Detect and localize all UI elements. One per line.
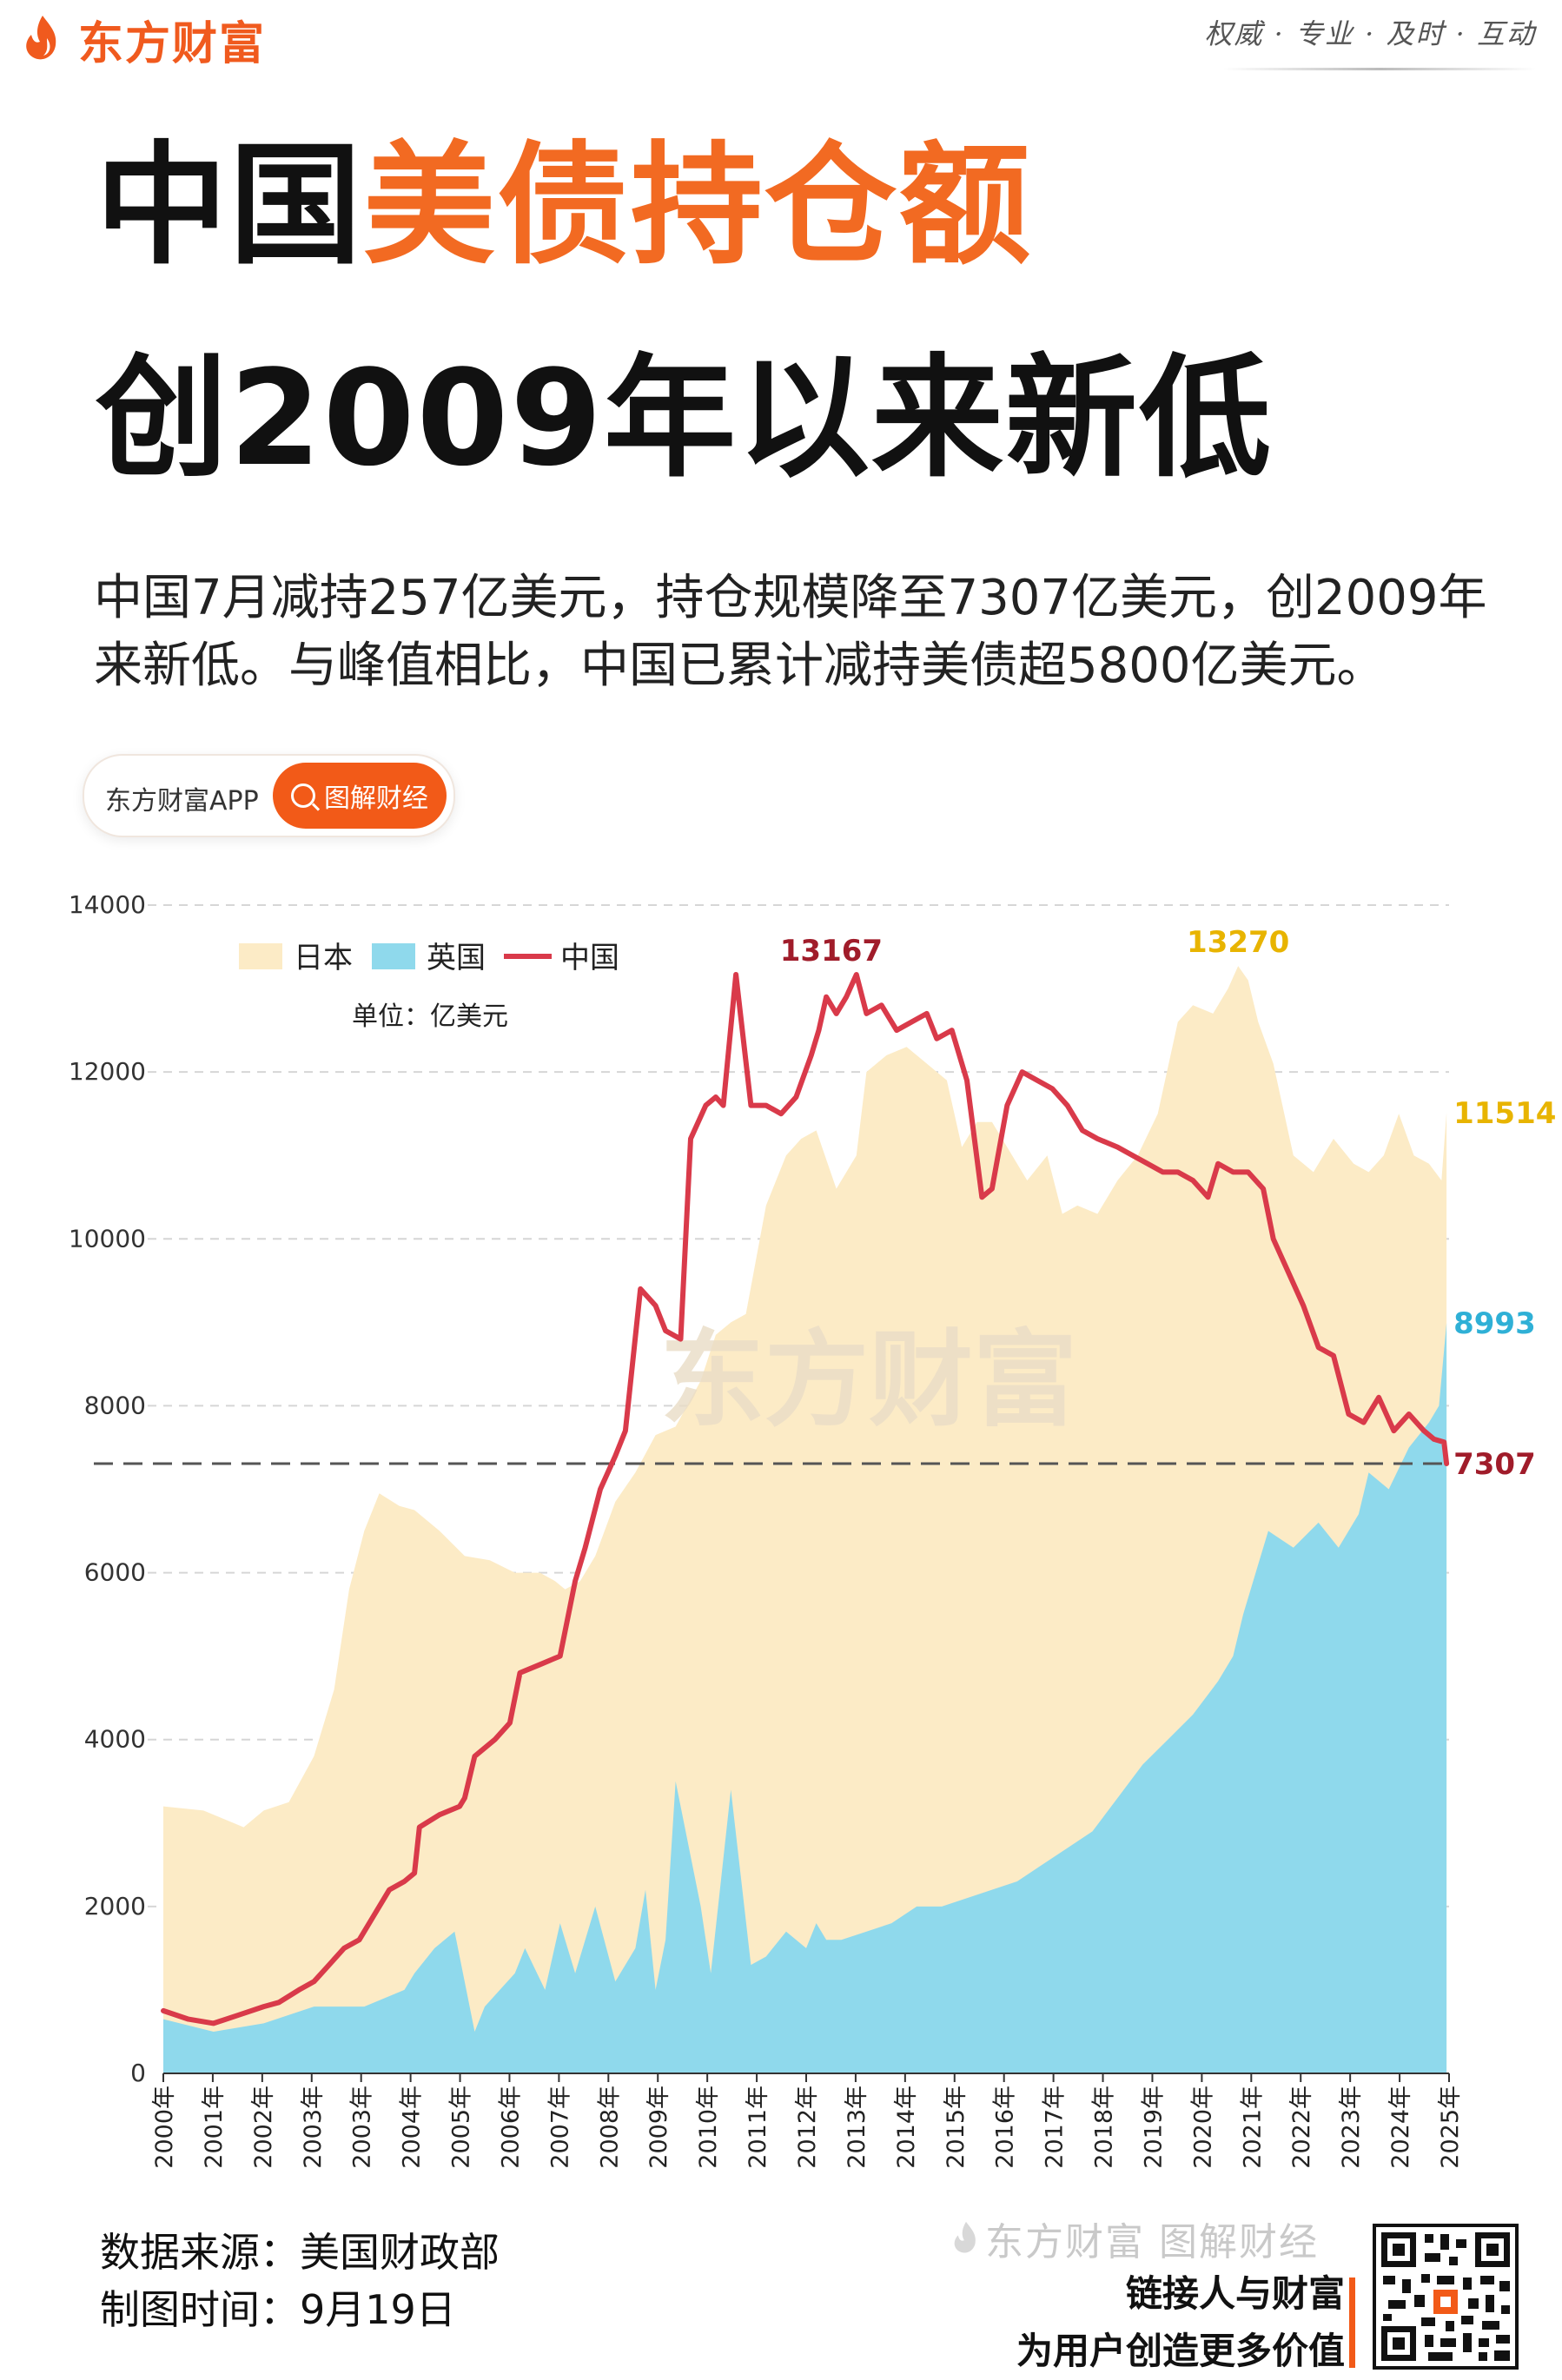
x-tick-label: 2024年 — [1387, 2086, 1414, 2169]
app-name: 东方财富APP — [105, 786, 259, 816]
y-tick-label: 8000 — [84, 1391, 146, 1419]
x-tick-label: 2006年 — [498, 2086, 525, 2169]
qr-code-icon — [1381, 2232, 1510, 2361]
data-source: 数据来源：美国财政部 — [100, 2229, 500, 2276]
x-tick-label: 2013年 — [844, 2086, 870, 2169]
x-tick-label: 2007年 — [546, 2086, 573, 2169]
slogan-underline — [1223, 68, 1536, 70]
x-tick-label: 2001年 — [201, 2086, 228, 2169]
footer-info: 数据来源：美国财政部 制图时间：9月19日 — [100, 2224, 500, 2338]
app-tag-label: 图解财经 — [324, 783, 428, 814]
y-tick-label: 14000 — [69, 890, 146, 919]
x-tick-label: 2010年 — [695, 2086, 722, 2169]
legend-label-uk: 英国 — [427, 941, 486, 975]
x-tick-label: 2011年 — [745, 2086, 771, 2169]
y-tick-label: 2000 — [84, 1892, 146, 1921]
uk-area — [163, 1323, 1447, 2073]
x-tick-label: 2020年 — [1189, 2086, 1216, 2169]
x-tick-label: 2012年 — [794, 2086, 821, 2169]
brand-name: 东方财富 — [78, 17, 267, 70]
x-tick-label: 2019年 — [1141, 2086, 1168, 2169]
search-icon — [291, 783, 315, 808]
data-label: 7307 — [1453, 1447, 1536, 1482]
app-badge[interactable]: 东方财富APP 图解财经 — [83, 754, 455, 837]
footer-slogan-line1: 链接人与财富 — [1125, 2272, 1345, 2315]
page-title-line2: 创2009年以来新低 — [96, 341, 1274, 495]
flame-icon — [954, 2221, 976, 2253]
qr-code[interactable] — [1373, 2224, 1519, 2370]
legend-swatch-japan — [239, 943, 282, 969]
title-orange-part: 美债持仓额 — [363, 129, 1032, 282]
title-dark-part: 中国 — [96, 129, 363, 282]
unit-label: 单位：亿美元 — [352, 1002, 508, 1032]
summary-text: 中国7月减持257亿美元，持仓规模降至7307亿美元，创2009年来新低。与峰值… — [94, 570, 1487, 694]
x-tick-label: 2003年 — [349, 2086, 376, 2169]
footer-slogan: 链接人与财富 为用户创造更多价值 — [1016, 2265, 1345, 2380]
x-tick-label: 2009年 — [645, 2086, 672, 2169]
x-tick-label: 2003年 — [300, 2086, 327, 2169]
y-tick-label: 6000 — [84, 1558, 146, 1587]
footer-brand-text: 东方财富 图解财经 — [985, 2220, 1319, 2264]
footer-accent-bar — [1349, 2278, 1355, 2368]
footer-brand: 东方财富 图解财经 — [947, 2211, 1319, 2266]
watermark-text: 东方财富 — [660, 1320, 1077, 1441]
x-tick-label: 2016年 — [992, 2086, 1019, 2169]
data-label: 11514 — [1453, 1096, 1556, 1131]
flame-icon — [26, 16, 56, 60]
x-tick-label: 2000年 — [151, 2086, 178, 2169]
y-tick-label: 12000 — [69, 1057, 146, 1086]
y-tick-label: 4000 — [84, 1725, 146, 1754]
holdings-chart: 0 2000 4000 6000 8000 10000 12000 14000 东方财富 2000… — [69, 890, 1556, 2169]
x-tick-label: 2015年 — [943, 2086, 970, 2169]
brand-logo: 东方财富 — [16, 9, 267, 70]
app-tag-button[interactable]: 图解财经 — [273, 763, 447, 829]
x-tick-label: 2002年 — [250, 2086, 277, 2169]
y-tick-label: 10000 — [69, 1224, 146, 1253]
legend-swatch-uk — [372, 943, 415, 969]
x-tick-label: 2025年 — [1437, 2086, 1464, 2169]
x-tick-label: 2014年 — [893, 2086, 920, 2169]
brand-slogan: 权威 · 专业 · 及时 · 互动 — [1204, 17, 1536, 50]
footer-slogan-line2: 为用户创造更多价值 — [1016, 2330, 1345, 2372]
data-label: 13270 — [1187, 925, 1289, 960]
x-tick-label: 2017年 — [1042, 2086, 1069, 2169]
china-line — [161, 972, 1450, 2026]
x-tick-label: 2018年 — [1091, 2086, 1118, 2169]
legend-label-china: 中国 — [560, 941, 619, 975]
y-tick-label: 0 — [130, 2059, 146, 2087]
page-title: 中国美债持仓额 — [96, 129, 1032, 282]
x-tick-label: 2008年 — [596, 2086, 623, 2169]
x-tick-label: 2022年 — [1288, 2086, 1315, 2169]
chart-date: 制图时间：9月19日 — [100, 2286, 456, 2333]
data-label: 8993 — [1453, 1306, 1536, 1341]
x-tick-label: 2005年 — [448, 2086, 475, 2169]
x-tick-label: 2004年 — [399, 2086, 426, 2169]
x-tick-label: 2021年 — [1239, 2086, 1266, 2169]
legend-label-japan: 日本 — [294, 941, 353, 975]
data-label: 13167 — [780, 934, 883, 969]
x-tick-label: 2023年 — [1338, 2086, 1365, 2169]
